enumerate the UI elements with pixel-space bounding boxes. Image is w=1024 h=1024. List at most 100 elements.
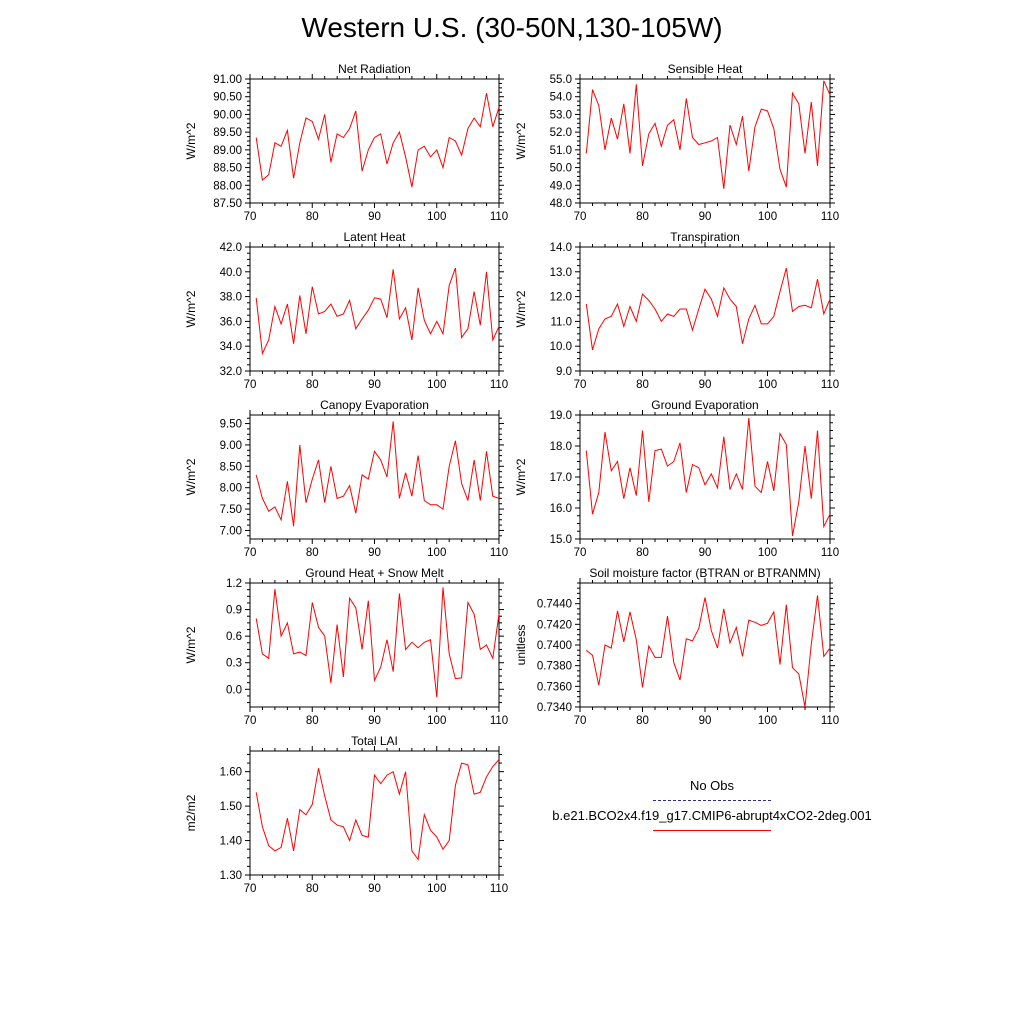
- y-tick-label: 90.00: [213, 109, 242, 121]
- x-tick-label: 90: [368, 211, 381, 223]
- x-tick-label: 90: [368, 883, 381, 895]
- y-tick-label: 11.0: [550, 316, 572, 328]
- y-axis-label: W/m^2: [514, 122, 528, 159]
- panel-title: Transpiration: [670, 230, 740, 244]
- series-line: [255, 267, 500, 356]
- panel-1: Sensible Heat W/m^2 70 80 90 100 110 48.0 49.0 50…: [514, 62, 839, 223]
- x-tick-label: 90: [368, 547, 381, 559]
- panel-title: Sensible Heat: [668, 62, 743, 76]
- y-tick-label: 87.50: [213, 198, 242, 210]
- y-tick-label: 7.50: [220, 504, 242, 516]
- x-tick-label: 80: [306, 379, 319, 391]
- figure-title: Western U.S. (30-50N,130-105W): [301, 12, 723, 43]
- legend-obs-label: No Obs: [689, 778, 735, 793]
- y-tick-label: 0.0: [226, 684, 242, 696]
- x-tick-label: 100: [427, 883, 446, 895]
- y-tick-label: 1.40: [220, 836, 242, 848]
- y-axis-label: W/m^2: [514, 458, 528, 495]
- panel-title: Soil moisture factor (BTRAN or BTRANMN): [589, 566, 820, 580]
- y-tick-label: 17.0: [550, 472, 572, 484]
- x-tick-label: 80: [306, 547, 319, 559]
- x-tick-label: 100: [427, 211, 446, 223]
- panel-4: Canopy Evaporation W/m^2 70 80 90 100 110 7.00 7…: [184, 398, 508, 559]
- panel-title: Latent Heat: [343, 230, 406, 244]
- legend-obs-line: [653, 800, 771, 801]
- legend: No Obs b.e21.BCO2x4.f19_g17.CMIP6-abrupt…: [520, 778, 900, 838]
- x-tick-label: 70: [574, 379, 587, 391]
- x-tick-label: 70: [244, 547, 257, 559]
- x-tick-label: 100: [758, 379, 777, 391]
- series-line: [585, 80, 831, 189]
- y-tick-label: 48.0: [550, 198, 572, 210]
- x-tick-label: 80: [636, 715, 649, 727]
- y-tick-label: 40.0: [220, 267, 242, 279]
- series-line: [585, 267, 831, 351]
- y-tick-label: 90.50: [213, 92, 242, 104]
- panel-0: Net Radiation W/m^2 70 80 90 100 110 87.50 88.00…: [184, 62, 508, 223]
- plot-frame: [249, 246, 500, 372]
- panel-title: Ground Heat + Snow Melt: [305, 566, 444, 580]
- x-tick-label: 80: [636, 379, 649, 391]
- y-tick-label: 54.0: [550, 92, 572, 104]
- panel-2: Latent Heat W/m^2 70 80 90 100 110 32.0 34.0 36.0…: [184, 230, 508, 391]
- x-tick-label: 100: [758, 211, 777, 223]
- x-tick-label: 90: [699, 379, 712, 391]
- y-tick-label: 9.50: [220, 419, 242, 431]
- y-tick-label: 42.0: [220, 242, 242, 254]
- panel-title: Net Radiation: [338, 62, 411, 76]
- y-tick-label: 51.0: [550, 145, 572, 157]
- x-tick-label: 110: [821, 715, 839, 727]
- legend-model-label: b.e21.BCO2x4.f19_g17.CMIP6-abrupt4xCO2-2…: [552, 808, 872, 823]
- x-tick-label: 110: [821, 211, 839, 223]
- x-tick-label: 70: [244, 211, 257, 223]
- x-tick-label: 80: [636, 547, 649, 559]
- x-tick-label: 70: [574, 715, 587, 727]
- y-tick-label: 0.3: [226, 658, 242, 670]
- x-tick-label: 90: [699, 547, 712, 559]
- x-tick-label: 100: [427, 379, 446, 391]
- y-axis-label: W/m^2: [184, 290, 198, 327]
- y-tick-label: 8.50: [220, 461, 242, 473]
- series-line: [255, 421, 500, 527]
- panel-6: Ground Heat + Snow Melt W/m^2 70 80 90 100 110…: [184, 566, 508, 727]
- y-tick-label: 91.00: [213, 74, 242, 86]
- y-tick-label: 89.50: [213, 127, 242, 139]
- series-line: [255, 759, 500, 861]
- y-tick-label: 0.6: [226, 631, 242, 643]
- x-tick-label: 100: [427, 715, 446, 727]
- y-axis-label: m2/m2: [184, 794, 198, 831]
- x-tick-label: 110: [490, 211, 508, 223]
- y-tick-label: 8.00: [220, 483, 242, 495]
- x-tick-label: 90: [699, 211, 712, 223]
- y-tick-label: 14.0: [550, 242, 572, 254]
- series-line: [585, 418, 831, 536]
- x-tick-label: 80: [306, 715, 319, 727]
- y-tick-label: 12.0: [550, 292, 572, 304]
- x-tick-label: 70: [574, 211, 587, 223]
- y-tick-label: 1.2: [226, 578, 242, 590]
- y-tick-label: 88.00: [213, 180, 242, 192]
- y-tick-label: 1.60: [220, 767, 242, 779]
- y-tick-label: 0.7380: [537, 661, 572, 673]
- x-tick-label: 100: [758, 715, 777, 727]
- x-tick-label: 110: [821, 547, 839, 559]
- y-tick-label: 10.0: [550, 341, 572, 353]
- plot-frame: [579, 582, 831, 708]
- y-tick-label: 7.00: [220, 525, 242, 537]
- y-tick-label: 18.0: [550, 441, 572, 453]
- y-tick-label: 9.00: [220, 440, 242, 452]
- panel-title: Total LAI: [351, 734, 398, 748]
- plot-frame: [249, 750, 500, 876]
- y-tick-label: 34.0: [220, 341, 242, 353]
- y-tick-label: 32.0: [220, 366, 242, 378]
- y-tick-label: 13.0: [550, 267, 572, 279]
- y-axis-label: W/m^2: [184, 626, 198, 663]
- x-tick-label: 70: [574, 547, 587, 559]
- y-tick-label: 50.0: [550, 163, 572, 175]
- y-axis-label: unitless: [514, 625, 528, 666]
- y-tick-label: 0.9: [226, 605, 242, 617]
- x-tick-label: 110: [490, 547, 508, 559]
- panel-8: Total LAI m2/m2 70 80 90 100 110 1.30 1.40 1.50 1.…: [184, 734, 508, 895]
- x-tick-label: 110: [490, 715, 508, 727]
